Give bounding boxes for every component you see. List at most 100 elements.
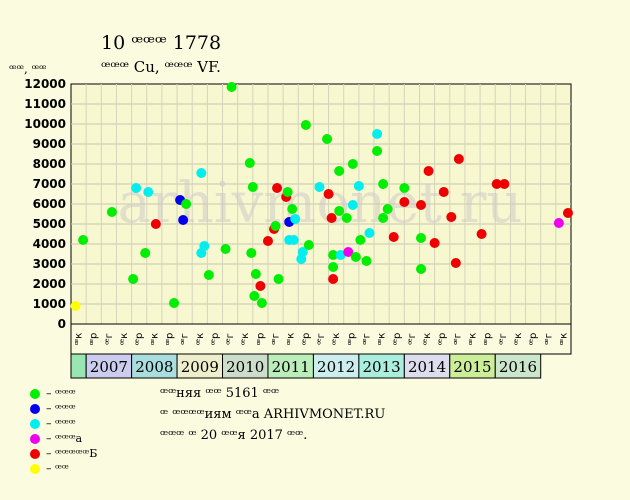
x-period-label: ꟹр (483, 333, 494, 346)
year-label: 2015 (453, 358, 491, 376)
x-period-labels: ꟹк ꟹр ꟹг ꟹк ꟹр ꟹк ꟹр ꟹг ꟹк ꟹр ꟹг ꟹк ꟹр ꟹг ꟹк ꟹр ꟹг ꟹк ꟹр ꟹг… (70, 323, 572, 355)
y-axis-ticks: 0 1000 2000 3000 4000 5000 6000 7000 8000 9000 100… (24, 77, 66, 331)
y-tick-label: 12000 (24, 77, 66, 91)
data-point-green (328, 262, 339, 272)
y-axis-unit: ꟹꟹ, ꟹꟹ (9, 62, 47, 76)
data-point-red (499, 179, 510, 189)
data-point-cyan (335, 250, 346, 260)
year-label: 2010 (226, 358, 264, 376)
data-point-red (388, 232, 399, 242)
data-point-green (416, 233, 426, 243)
y-tick-label: 9000 (33, 137, 66, 151)
data-point-red (328, 274, 339, 284)
data-point-red (446, 212, 457, 222)
data-point-cyan (372, 129, 383, 139)
x-period-label: ꟹг (452, 333, 463, 345)
legend-label: – ꟹꟹꟹꟹꟹБ (46, 447, 98, 460)
data-point-green (249, 291, 260, 301)
data-point-green (328, 250, 339, 260)
legend-label: – ꟹꟹ (46, 462, 69, 475)
x-period-label: ꟹг (361, 333, 372, 345)
data-point-red (491, 179, 502, 189)
data-point-green (250, 269, 261, 279)
note-source: ꟹ ꟹꟹꟹꟹиям ꟹꟹa ARHIVMONET.RU (160, 407, 386, 422)
legend-label: – ꟹꟹꟹ (46, 387, 76, 400)
year-band (176, 353, 224, 379)
data-point-green (399, 183, 410, 193)
legend-item: – ꟹꟹꟹ (30, 386, 97, 401)
year-label: 2011 (272, 358, 310, 376)
y-tick-label: 0 (58, 317, 66, 331)
legend-dot (30, 403, 40, 414)
x-period-label: ꟹк (119, 333, 130, 345)
legend-item: – ꟹꟹꟹ (30, 401, 97, 416)
data-point-green (169, 298, 180, 308)
legend-label: – ꟹꟹꟹ (46, 417, 76, 430)
data-point-cyan (199, 241, 210, 251)
x-period-label: ꟹк (422, 333, 433, 345)
data-point-green (350, 252, 361, 262)
note-median: ꟹꟹняя ꟹꟹ 5161 ꟹꟹ (160, 386, 280, 401)
data-point-red (399, 197, 410, 207)
data-point-green (382, 204, 393, 214)
data-point-red (262, 236, 273, 246)
x-period-label: ꟹр (392, 333, 403, 346)
year-label: 2007 (90, 358, 128, 376)
data-point-green (355, 235, 366, 245)
legend-item: – ꟹꟹꟹꟹꟹБ (30, 446, 97, 461)
data-point-green (378, 213, 389, 223)
x-period-label: ꟹг (225, 333, 236, 345)
data-point-magenta (553, 218, 564, 228)
data-point-green (247, 182, 258, 192)
data-point-red (272, 183, 283, 193)
year-band (85, 353, 133, 379)
legend-item: – ꟹꟹ (30, 461, 97, 476)
data-point-red (562, 208, 573, 218)
x-period-label: ꟹр (134, 333, 145, 346)
legend-dot (30, 418, 40, 429)
y-tick-label: 4000 (33, 237, 66, 251)
y-tick-label: 1000 (33, 297, 66, 311)
data-point-green (181, 199, 192, 209)
data-point-yellow (70, 301, 81, 311)
x-period-label: ꟹк (377, 333, 388, 345)
year-band (494, 353, 542, 379)
data-point-cyan (353, 181, 364, 191)
data-point-green (106, 207, 117, 217)
data-point-red (255, 281, 266, 291)
year-band (222, 353, 269, 379)
x-period-label: ꟹг (498, 333, 509, 345)
x-period-label: ꟹг (407, 333, 418, 345)
x-period-label: ꟹг (316, 333, 327, 345)
x-period-label: ꟹр (164, 333, 175, 346)
legend-dot (30, 388, 40, 399)
data-point-green (78, 235, 89, 245)
x-period-label: ꟹк (240, 333, 251, 345)
data-points (70, 82, 573, 311)
data-point-green (256, 298, 267, 308)
year-band (131, 353, 178, 379)
legend-dot (30, 448, 40, 459)
data-point-red (429, 238, 440, 248)
data-point-green (334, 206, 345, 216)
y-tick-label: 10000 (24, 117, 66, 131)
x-period-label: ꟹк (74, 333, 85, 345)
data-point-red (416, 200, 426, 210)
legend-item: – ꟹꟹꟹa (30, 431, 97, 446)
data-point-green (303, 240, 314, 250)
data-point-red (150, 219, 161, 229)
data-point-cyan (288, 235, 299, 245)
data-point-green (322, 134, 333, 144)
data-point-cyan (347, 200, 358, 210)
data-point-red (450, 258, 461, 268)
year-label: 2014 (408, 358, 446, 376)
year-band (449, 353, 496, 379)
data-point-green (378, 179, 389, 189)
data-point-red (323, 189, 334, 199)
data-point-green (226, 82, 237, 92)
data-point-green (334, 166, 345, 176)
y-tick-label: 11000 (24, 97, 66, 111)
data-point-green (128, 274, 139, 284)
data-point-green (300, 120, 311, 130)
